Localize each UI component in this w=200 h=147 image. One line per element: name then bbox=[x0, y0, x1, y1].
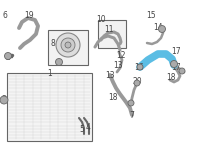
Text: 9: 9 bbox=[57, 59, 61, 67]
Circle shape bbox=[137, 64, 143, 70]
Circle shape bbox=[56, 33, 80, 57]
Text: 13: 13 bbox=[113, 61, 123, 70]
Circle shape bbox=[61, 38, 75, 52]
Bar bbox=[98, 20, 126, 48]
Text: 6: 6 bbox=[3, 11, 7, 20]
Circle shape bbox=[4, 52, 12, 60]
Bar bbox=[7, 73, 92, 141]
Text: 11: 11 bbox=[104, 25, 114, 35]
Circle shape bbox=[56, 59, 62, 66]
Text: 7: 7 bbox=[130, 111, 134, 120]
Text: 17: 17 bbox=[171, 62, 181, 71]
Text: 13: 13 bbox=[105, 71, 115, 80]
Text: 10: 10 bbox=[96, 15, 106, 25]
Text: 4: 4 bbox=[86, 123, 90, 132]
Circle shape bbox=[134, 80, 140, 86]
Circle shape bbox=[128, 100, 134, 106]
Text: 18: 18 bbox=[166, 74, 176, 82]
Text: 17: 17 bbox=[171, 47, 181, 56]
Circle shape bbox=[170, 61, 178, 67]
Text: 1: 1 bbox=[48, 69, 52, 77]
Text: 20: 20 bbox=[132, 77, 142, 86]
Text: 8: 8 bbox=[51, 40, 55, 49]
Text: 19: 19 bbox=[24, 11, 34, 20]
Text: 2: 2 bbox=[6, 52, 10, 61]
Text: 18: 18 bbox=[108, 92, 118, 101]
Text: 15: 15 bbox=[146, 11, 156, 20]
Circle shape bbox=[0, 96, 8, 104]
Text: 14: 14 bbox=[153, 22, 163, 31]
Text: 16: 16 bbox=[134, 64, 144, 72]
Circle shape bbox=[179, 68, 185, 74]
Text: 12: 12 bbox=[116, 51, 126, 60]
Circle shape bbox=[65, 42, 71, 48]
Text: 3: 3 bbox=[2, 96, 6, 105]
Circle shape bbox=[158, 25, 166, 32]
Bar bbox=[48, 30, 88, 65]
Text: 5: 5 bbox=[80, 126, 84, 135]
